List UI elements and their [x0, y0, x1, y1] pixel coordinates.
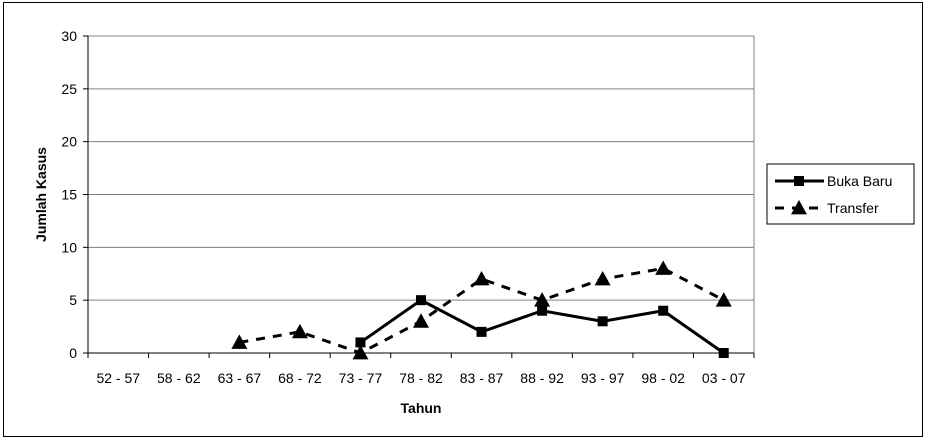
x-tick-label: 03 - 07: [702, 370, 746, 386]
series-markers: [231, 260, 732, 360]
data-point-buka-baru: [476, 326, 487, 337]
x-tick-label: 73 - 77: [339, 370, 383, 386]
data-point-buka-baru: [718, 348, 729, 358]
data-point-transfer: [594, 271, 611, 286]
data-point-transfer: [352, 345, 369, 360]
x-tick-label: 83 - 87: [460, 370, 504, 386]
legend-label-buka-baru: Buka Baru: [827, 173, 892, 189]
data-point-transfer: [231, 334, 248, 349]
y-tick-label: 20: [61, 134, 77, 150]
legend-label-transfer: Transfer: [827, 200, 879, 216]
data-point-transfer: [715, 292, 732, 307]
y-tick-label: 15: [61, 187, 77, 203]
data-point-buka-baru: [416, 295, 426, 306]
data-point-transfer: [655, 260, 672, 275]
y-axis-title: Jumlah Kasus: [33, 147, 49, 242]
y-tick-label: 10: [61, 239, 77, 255]
x-tick-label: 88 - 92: [520, 370, 564, 386]
legend-items: Buka Baru Transfer: [775, 173, 892, 216]
x-tick-label: 68 - 72: [278, 370, 322, 386]
legend-marker-buka-baru: [794, 176, 804, 186]
x-tick-label: 78 - 82: [399, 370, 443, 386]
legend: Buka Baru Transfer: [766, 163, 915, 225]
data-point-buka-baru: [597, 316, 608, 327]
data-point-buka-baru: [355, 337, 366, 348]
data-point-buka-baru: [537, 305, 548, 316]
y-tick-labels: 0 5 10 15 20 25 30: [61, 28, 77, 361]
x-tick-label: 63 - 67: [218, 370, 262, 386]
x-tick-label: 93 - 97: [581, 370, 625, 386]
data-point-transfer: [473, 271, 490, 286]
axes: [83, 35, 755, 358]
data-point-transfer: [534, 292, 551, 307]
y-tick-label: 0: [69, 345, 77, 361]
x-tick-label: 52 - 57: [96, 370, 140, 386]
x-tick-label: 58 - 62: [157, 370, 201, 386]
data-point-transfer: [291, 323, 308, 339]
x-axis-title: Tahun: [401, 400, 442, 416]
data-point-transfer: [413, 313, 429, 328]
y-tick-label: 25: [61, 81, 77, 97]
legend-marker-transfer: [791, 200, 807, 215]
gridlines: [88, 35, 754, 301]
x-tick-label: 98 - 02: [641, 370, 685, 386]
data-point-buka-baru: [658, 305, 669, 316]
y-tick-label: 5: [69, 292, 77, 308]
y-tick-label: 30: [61, 28, 77, 44]
x-tick-labels: 52 - 57 58 - 62 63 - 67 68 - 72 73 - 77 78 - …: [96, 370, 745, 386]
